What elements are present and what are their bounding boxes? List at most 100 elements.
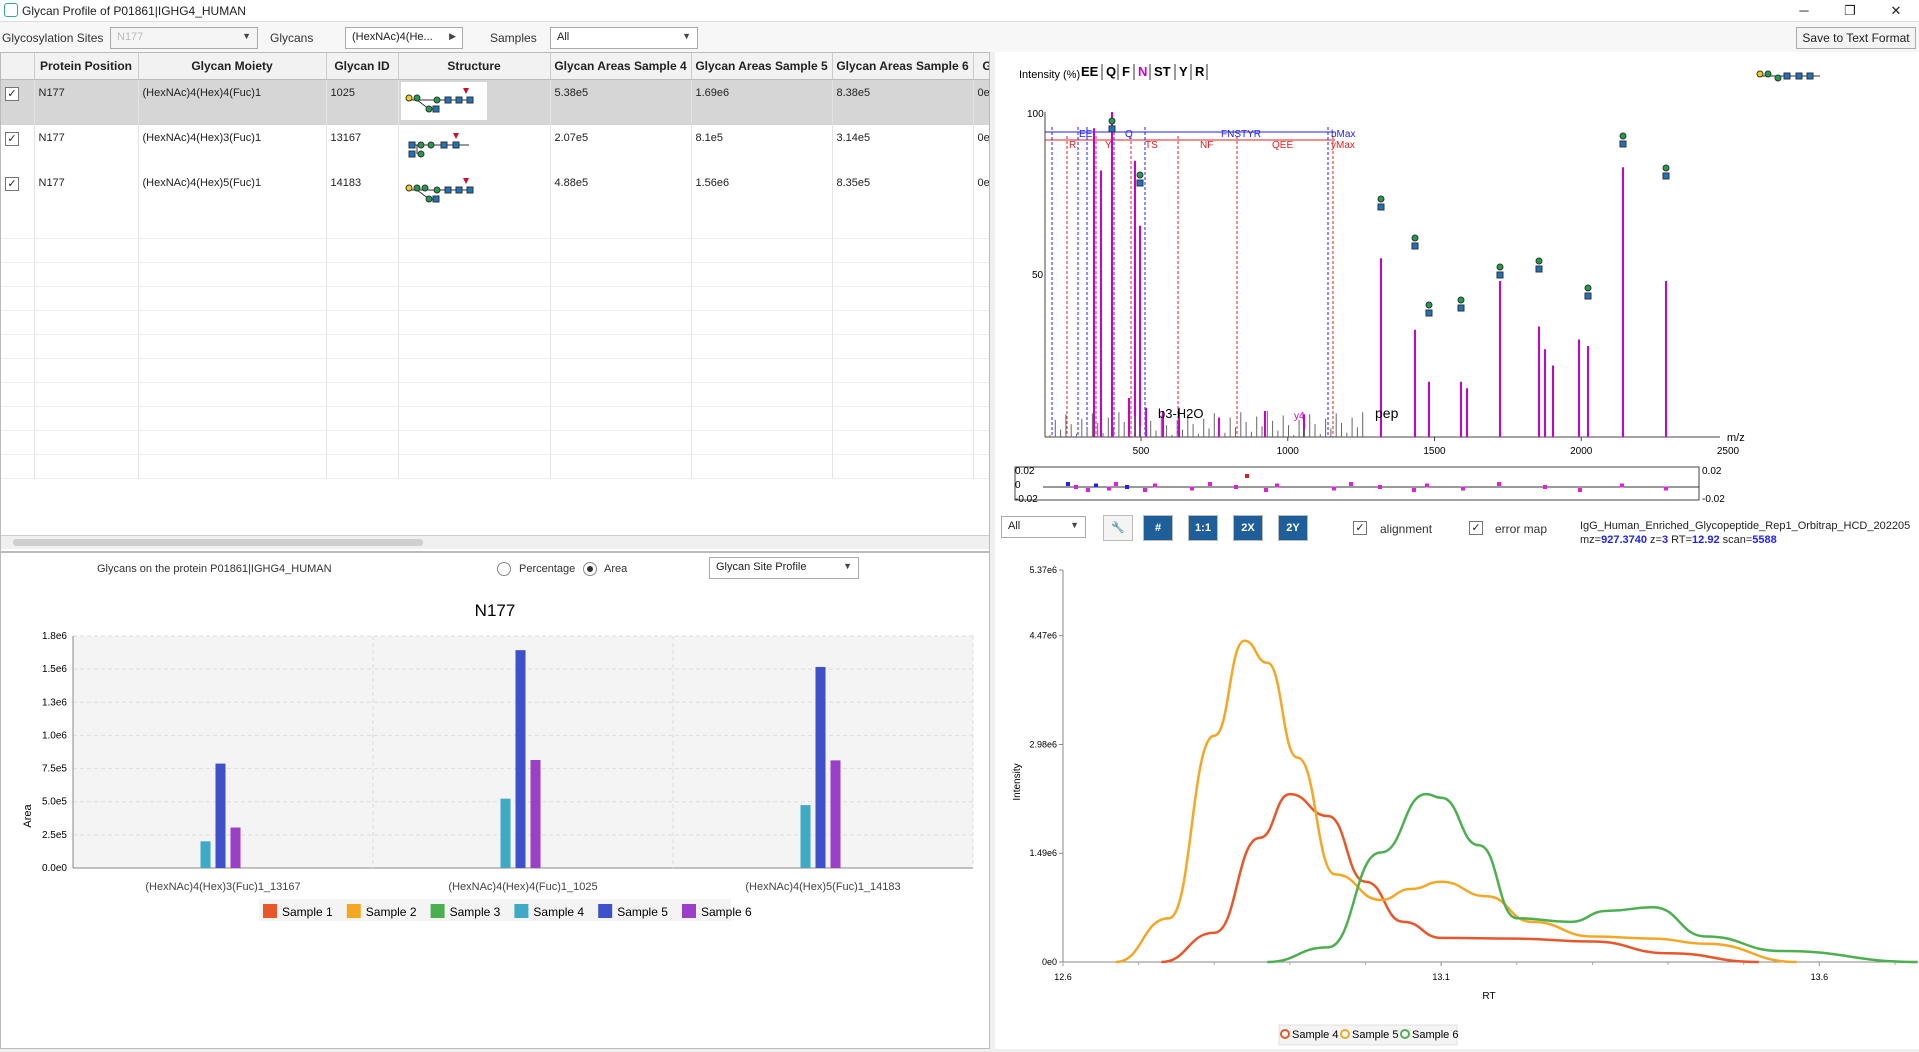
row-checkbox[interactable]: ✓ [5, 131, 19, 146]
table-row[interactable]: ✓ N177 (HexNAc)4(Hex)5(Fuc)1 14183 4.88e… [1, 169, 989, 215]
peptide-sequence: EE Q F N ST Y R [1081, 64, 1208, 80]
legend-label[interactable]: Sample 4 [533, 905, 584, 919]
percentage-radio[interactable] [497, 562, 511, 576]
chevron-down-icon: ▼ [682, 31, 691, 41]
column-header[interactable]: Glycan Areas Sample 4 [550, 53, 692, 80]
scrollbar-thumb[interactable] [13, 539, 423, 546]
cell-area-s5: 1.56e6 [691, 169, 833, 215]
hash-button[interactable]: # [1143, 515, 1173, 541]
sites-combo[interactable]: N177 ▼ [110, 27, 258, 49]
legend-label[interactable]: Sample 3 [450, 905, 501, 919]
legend-label[interactable]: Sample 2 [366, 905, 417, 919]
column-header[interactable]: G [973, 53, 989, 80]
cell-id: 13167 [326, 124, 399, 170]
zoom-2y-button[interactable]: 2Y [1278, 515, 1308, 541]
legend-label[interactable]: Sample 5 [1352, 1029, 1398, 1041]
x-axis-label: RT [1482, 991, 1495, 1002]
err-tick: -0.02 [1015, 494, 1038, 504]
profile-combo[interactable]: Glycan Site Profile ▼ [709, 557, 859, 579]
legend-label[interactable]: Sample 1 [282, 905, 333, 919]
empty-row [1, 286, 989, 311]
glycan-marker-icon [1425, 301, 1433, 309]
table-row[interactable]: ✓ N177 (HexNAc)4(Hex)4(Fuc)1 1025 5.38e5… [1, 79, 989, 125]
bar[interactable] [200, 841, 211, 868]
empty-row [1, 238, 989, 263]
area-radio[interactable] [583, 562, 597, 576]
samples-combo[interactable]: All ▼ [550, 27, 698, 49]
restore-icon[interactable]: ❐ [1844, 3, 1856, 18]
bar[interactable] [800, 805, 811, 868]
column-header[interactable]: Protein Position [34, 53, 139, 80]
title-bar: Glycan Profile of P01861|IGHG4_HUMAN ─ ❐… [0, 0, 1919, 22]
x-tick-label: 1000 [1277, 446, 1300, 457]
bar[interactable] [830, 760, 841, 868]
x-axis-label: m/z [1727, 432, 1745, 444]
column-header[interactable]: Glycan ID [326, 53, 399, 80]
close-icon[interactable]: ✕ [1890, 3, 1902, 18]
bar[interactable] [515, 650, 526, 868]
alignment-checkbox[interactable]: ✓ [1353, 521, 1367, 535]
series-line [1267, 792, 1918, 964]
glycan-marker-icon [1108, 125, 1116, 133]
cell-extra: 0e [973, 124, 989, 170]
cell-position: N177 [34, 79, 139, 125]
column-header[interactable]: Glycan Moiety [138, 53, 327, 80]
bar[interactable] [530, 759, 541, 868]
error-point [1664, 486, 1668, 491]
glycan-marker-icon [1496, 271, 1504, 279]
x-tick-label: 12.6 [1054, 972, 1072, 982]
y-tick-label: 0e0 [1042, 957, 1057, 967]
legend-label[interactable]: Sample 4 [1292, 1029, 1338, 1041]
y-tick-label: 0.0e0 [42, 863, 67, 874]
glycan-marker-icon [1662, 164, 1670, 172]
y-ion-label: Y [1105, 140, 1112, 151]
column-header[interactable]: Glycan Areas Sample 6 [832, 53, 974, 80]
save-text-button[interactable]: Save to Text Format [1796, 27, 1916, 49]
chart-title: N177 [475, 601, 516, 620]
check-column-header[interactable] [1, 53, 35, 80]
legend-label[interactable]: Sample 6 [1412, 1029, 1458, 1041]
error-point [1094, 483, 1098, 488]
window-title: Glycan Profile of P01861|IGHG4_HUMAN [22, 4, 246, 18]
horizontal-scrollbar[interactable] [1, 535, 989, 549]
bar[interactable] [500, 798, 511, 868]
table-row[interactable]: ✓ N177 (HexNAc)4(Hex)3(Fuc)1 13167 2.07e… [1, 124, 989, 170]
err-tick: 0.02 [1015, 466, 1035, 477]
chevron-down-icon: ▼ [843, 561, 852, 571]
x-tick-label: 2000 [1570, 446, 1593, 457]
row-checkbox[interactable]: ✓ [5, 86, 19, 101]
column-header[interactable]: Structure [398, 53, 551, 80]
error-map-checkbox[interactable]: ✓ [1469, 521, 1483, 535]
y-tick-label: 5.0e5 [42, 797, 67, 808]
glycans-combo[interactable]: (HexNAc)4(He... ▶ [345, 27, 463, 49]
error-point [1208, 482, 1212, 486]
error-point [1086, 488, 1090, 492]
bar[interactable] [815, 666, 826, 868]
cell-area-s6: 8.38e5 [832, 79, 974, 125]
cell-structure [398, 79, 551, 125]
legend-label[interactable]: Sample 5 [617, 905, 668, 919]
glycan-table: Protein Position Glycan Moiety Glycan ID… [1, 53, 989, 479]
empty-row [1, 214, 989, 239]
chevron-down-icon: ▼ [1070, 520, 1079, 530]
empty-row [1, 358, 989, 383]
minimize-icon[interactable]: ─ [1799, 3, 1809, 18]
cell-moiety: (HexNAc)4(Hex)3(Fuc)1 [138, 124, 327, 170]
zoom-2x-button[interactable]: 2X [1233, 515, 1263, 541]
cell-area-s4: 4.88e5 [550, 169, 692, 215]
cell-moiety: (HexNAc)4(Hex)4(Fuc)1 [138, 79, 327, 125]
bar[interactable] [215, 763, 226, 868]
area-label: Area [604, 563, 628, 575]
peak-filter-combo[interactable]: All ▼ [1001, 516, 1086, 538]
cell-area-s6: 8.35e5 [832, 169, 974, 215]
legend: Sample 1 Sample 2 Sample 3 Sample 4 Sample 5… [259, 899, 752, 921]
ratio-button[interactable]: 1:1 [1188, 515, 1218, 541]
cell-structure [398, 169, 551, 215]
empty-row [1, 454, 989, 479]
row-checkbox[interactable]: ✓ [5, 176, 19, 191]
wrench-icon[interactable]: 🔧 [1103, 515, 1133, 541]
bar[interactable] [230, 827, 241, 868]
legend-label[interactable]: Sample 6 [701, 905, 752, 919]
legend-box [259, 899, 731, 921]
column-header[interactable]: Glycan Areas Sample 5 [691, 53, 833, 80]
